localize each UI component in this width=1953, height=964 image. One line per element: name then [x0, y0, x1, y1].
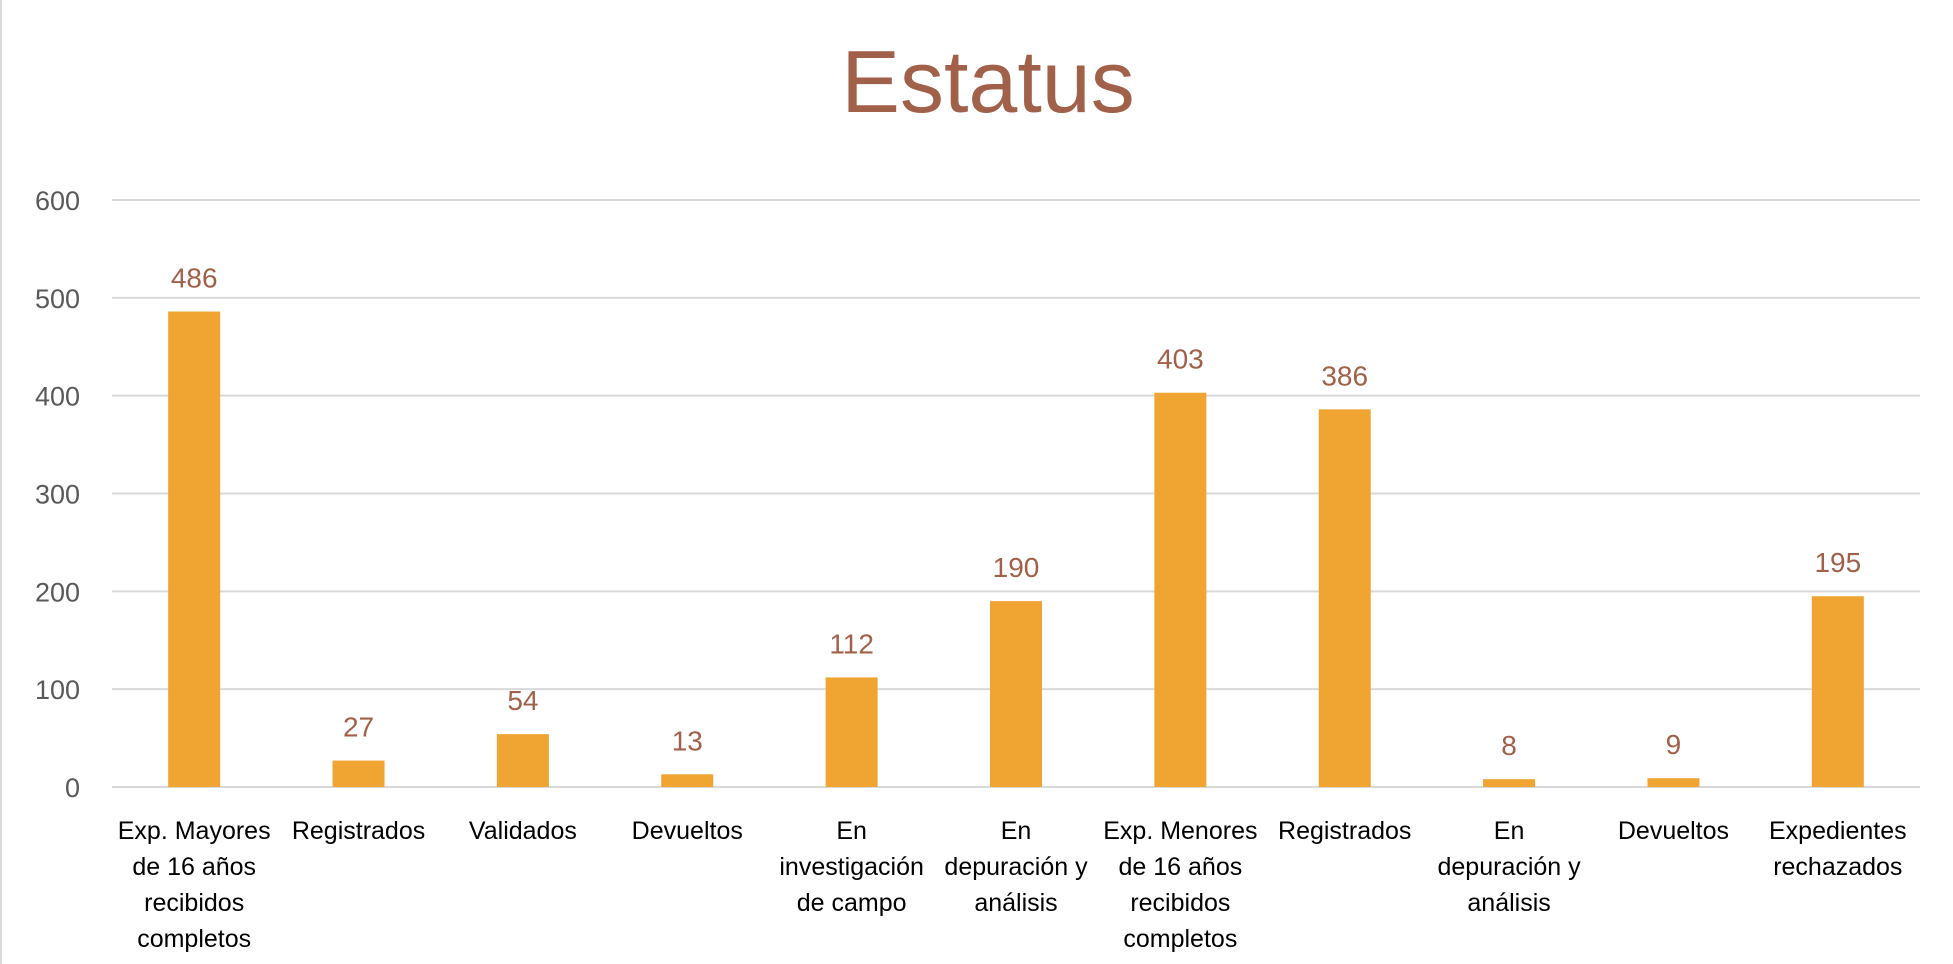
x-tick-label-line: Devueltos [632, 817, 743, 845]
x-tick-label-line: Validados [469, 817, 577, 845]
data-label: 27 [343, 712, 374, 743]
x-tick-label-line: recibidos [1130, 889, 1230, 917]
y-tick-label: 100 [35, 675, 80, 705]
data-label: 9 [1666, 729, 1682, 760]
x-tick-label-line: Registrados [292, 817, 425, 845]
bar [1483, 779, 1536, 787]
x-tick-label: Devueltos [632, 817, 743, 845]
data-label: 386 [1321, 360, 1368, 391]
x-tick-label: Devueltos [1618, 817, 1729, 845]
bar [1811, 596, 1864, 787]
data-label: 112 [829, 628, 874, 659]
x-tick-label-line: investigación [779, 853, 924, 881]
x-tick-label-line: de 16 años [1119, 853, 1243, 881]
bar [1154, 392, 1207, 787]
y-tick-label: 300 [35, 480, 80, 510]
x-tick-label-line: En [836, 817, 867, 845]
x-tick-label-line: de campo [797, 889, 907, 917]
x-tick-label-line: Expedientes [1769, 817, 1907, 845]
x-tick-label-line: Registrados [1278, 817, 1411, 845]
x-tick-label-line: depuración y [944, 853, 1088, 881]
gridlines [112, 199, 1920, 788]
x-tick-label: En depuración y análisis [1438, 817, 1582, 917]
x-tick-label-line: Exp. Mayores [118, 817, 271, 845]
data-labels: 486 27 54 13 112 190 403 386 8 9 195 [171, 263, 1861, 762]
bar [1318, 409, 1371, 787]
y-tick-label: 400 [35, 382, 80, 412]
bar [332, 760, 385, 787]
x-tick-label-line: Exp. Menores [1103, 817, 1257, 845]
bar [990, 601, 1042, 787]
x-tick-label-line: Devueltos [1618, 817, 1729, 845]
bar [496, 734, 549, 787]
data-label: 190 [993, 552, 1040, 583]
x-tick-label: Expedientes rechazados [1769, 817, 1907, 881]
chart-frame-border [0, 0, 2, 964]
x-tick-label: Registrados [292, 817, 425, 845]
bar [661, 774, 714, 787]
bar [1647, 778, 1700, 787]
x-tick-label-line: análisis [974, 889, 1057, 917]
data-label: 54 [507, 685, 538, 716]
x-tick-label-line: análisis [1467, 889, 1550, 917]
x-tick-label: Validados [469, 817, 577, 845]
x-tick-label-line: En [1001, 817, 1032, 845]
x-axis-ticks: Exp. Mayores de 16 años recibidos completos… [118, 817, 1907, 953]
data-label: 486 [171, 263, 218, 294]
data-label: 8 [1501, 730, 1517, 761]
data-label: 13 [672, 725, 703, 756]
x-tick-label-line: de 16 años [132, 853, 256, 881]
x-tick-label: Exp. Menores de 16 años recibidos completos [1103, 817, 1257, 953]
y-tick-label: 0 [65, 773, 80, 803]
y-axis-ticks: 0 100 200 300 400 500 600 [35, 186, 80, 803]
x-tick-label-line: completos [1123, 925, 1237, 953]
x-tick-label-line: rechazados [1773, 853, 1902, 881]
data-label: 195 [1814, 547, 1861, 578]
bar [825, 677, 878, 787]
chart-title: Estatus [841, 32, 1134, 131]
data-label: 403 [1157, 344, 1204, 375]
x-tick-label: En depuración y análisis [944, 817, 1088, 917]
x-tick-label-line: completos [137, 925, 251, 953]
x-tick-label: Registrados [1278, 817, 1411, 845]
y-tick-label: 500 [35, 284, 80, 314]
x-tick-label-line: recibidos [144, 889, 244, 917]
x-tick-label: Exp. Mayores de 16 años recibidos completos [118, 817, 271, 953]
x-tick-label: En investigación de campo [779, 817, 924, 917]
x-tick-label-line: depuración y [1438, 853, 1582, 881]
y-tick-label: 600 [35, 186, 80, 216]
y-tick-label: 200 [35, 577, 80, 607]
x-tick-label-line: En [1494, 817, 1525, 845]
bars [168, 311, 1864, 787]
bar [168, 311, 221, 787]
